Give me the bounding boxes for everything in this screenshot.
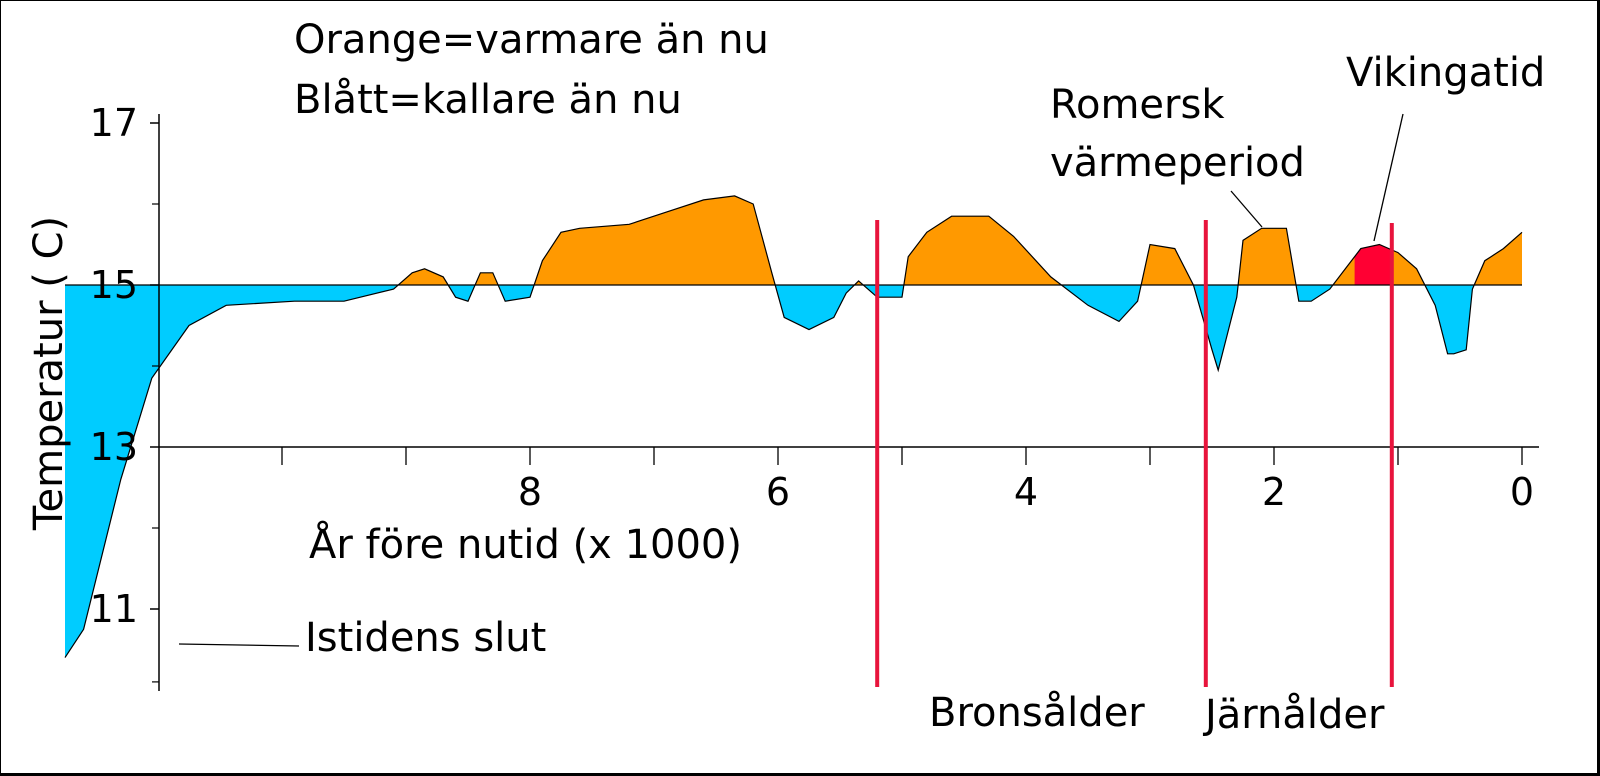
x-tick-label: 2 — [1262, 470, 1286, 514]
temperature-series-line — [64, 195, 1523, 658]
annotation-ice-age-end: Istidens slut — [305, 615, 546, 661]
y-tick-label: 11 — [90, 587, 138, 631]
x-tick-label: 4 — [1014, 470, 1038, 514]
annotation-bronze-age: Bronsålder — [929, 690, 1145, 736]
y-tick-label: 13 — [90, 425, 138, 469]
x-tick-label: 8 — [518, 470, 542, 514]
annotation-roman-warm-line2: värmeperiod — [1050, 140, 1305, 186]
leader-viking-age — [1373, 113, 1404, 242]
viking-warm-area — [1354, 244, 1392, 285]
annotation-iron-age: Järnålder — [1202, 692, 1385, 738]
legend-cold: Blått=kallare än nu — [294, 77, 682, 123]
x-axis-label: År före nutid (x 1000) — [309, 520, 742, 568]
x-tick-label: 0 — [1510, 470, 1534, 514]
y-tick-label: 17 — [90, 101, 138, 145]
warm-area — [65, 195, 1522, 285]
leader-ice-age-end — [178, 643, 300, 647]
annotation-viking-age: Vikingatid — [1346, 50, 1545, 96]
y-tick-label: 15 — [90, 263, 138, 307]
y-axis-label: Temperatur ( C) — [26, 216, 72, 531]
annotation-roman-warm-line1: Romersk — [1050, 82, 1225, 128]
legend-warm: Orange=varmare än nu — [294, 17, 769, 63]
cold-area — [65, 285, 1522, 658]
leader-roman-warm — [1230, 190, 1263, 228]
x-tick-label: 6 — [766, 470, 790, 514]
